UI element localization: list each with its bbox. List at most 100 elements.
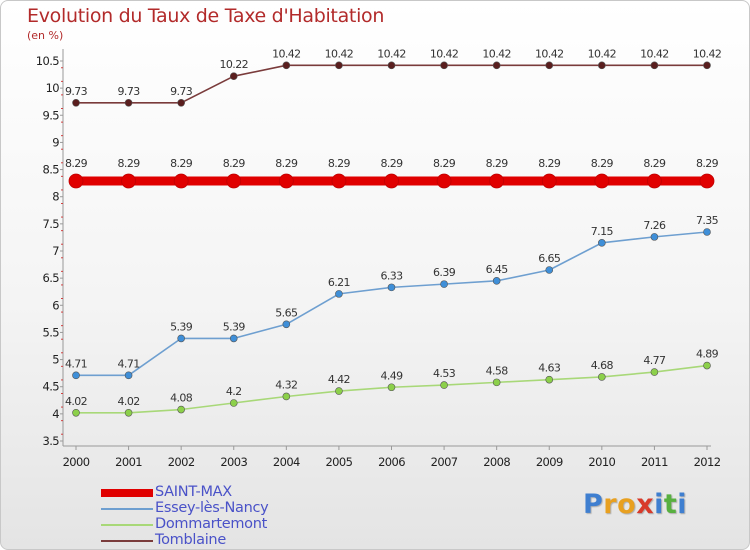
data-point-1 (440, 280, 448, 288)
x-tick-label: 2003 (220, 455, 247, 469)
brand-logo-letter: r (603, 489, 618, 520)
data-point-0 (699, 173, 715, 189)
y-tick-label: 9 (52, 135, 59, 149)
data-label-2: 4.77 (643, 354, 666, 367)
x-tick-label: 2004 (273, 455, 300, 469)
y-tick-label: 4 (52, 407, 59, 421)
data-label-2: 4.49 (380, 369, 403, 382)
brand-logo-letter: t (663, 489, 678, 520)
data-point-1 (387, 283, 396, 292)
data-label-3: 10.42 (693, 47, 722, 60)
data-point-0 (226, 173, 242, 189)
data-point-1 (177, 334, 185, 343)
data-point-2 (335, 387, 343, 395)
data-label-2: 4.08 (170, 392, 193, 405)
data-label-2: 4.32 (275, 378, 297, 391)
data-label-2: 4.68 (591, 359, 614, 372)
data-label-1: 5.39 (170, 320, 193, 333)
y-tick-label: 7 (52, 244, 59, 258)
series-line-1 (75, 231, 708, 377)
data-label-2: 4.02 (118, 395, 140, 408)
data-point-1 (335, 290, 343, 298)
data-point-2 (650, 368, 659, 376)
legend-swatch (101, 489, 153, 497)
data-point-1 (72, 371, 80, 380)
data-point-0 (278, 173, 294, 189)
x-tick-label: 2002 (168, 455, 195, 469)
data-point-0 (436, 173, 452, 189)
legend-label: Dommartemont (155, 516, 268, 532)
data-label-2: 4.53 (433, 367, 456, 380)
data-label-0: 8.29 (538, 157, 561, 170)
data-label-2: 4.89 (696, 348, 719, 361)
legend-swatch (101, 540, 153, 542)
data-point-0 (647, 173, 662, 189)
legend-label: Essey-lès-Nancy (155, 500, 269, 516)
data-label-1: 6.39 (433, 266, 456, 279)
data-point-2 (282, 392, 291, 401)
data-label-2: 4.02 (65, 395, 87, 408)
brand-logo: Proxiti (583, 489, 687, 520)
data-point-2 (440, 381, 448, 389)
data-point-1 (282, 320, 291, 329)
data-point-3 (387, 61, 396, 70)
x-tick-label: 2010 (588, 455, 615, 469)
x-tick-label: 2012 (694, 455, 721, 469)
data-label-0: 8.29 (170, 157, 193, 170)
brand-logo-letter: i (677, 489, 688, 520)
data-label-1: 6.21 (328, 276, 350, 289)
y-tick-label: 10 (46, 81, 60, 95)
data-point-0 (594, 173, 610, 189)
data-label-1: 4.71 (65, 357, 87, 370)
data-point-3 (545, 61, 554, 70)
y-tick-label: 4.5 (43, 380, 60, 394)
data-point-1 (124, 371, 133, 380)
data-label-1: 6.45 (486, 263, 509, 276)
data-label-0: 8.29 (643, 157, 666, 170)
data-point-2 (124, 408, 133, 417)
x-tick-label: 2005 (325, 455, 352, 469)
y-tick-label: 7.5 (43, 217, 60, 231)
legend: SAINT-MAX Essey-lès-Nancy Dommartemont Tomb… (101, 484, 321, 549)
brand-logo-letter: i (654, 489, 664, 520)
data-label-3: 10.42 (535, 47, 564, 60)
brand-logo-letter: o (617, 489, 637, 520)
data-label-3: 9.73 (65, 85, 88, 98)
legend-item: Essey-lès-Nancy (101, 500, 321, 517)
y-tick-label: 5.5 (43, 325, 60, 339)
chart-title: Evolution du Taux de Taxe d'Habitation (27, 5, 385, 27)
legend-label: SAINT-MAX (155, 484, 232, 500)
x-tick-label: 2009 (536, 455, 563, 469)
data-label-3: 10.42 (588, 47, 617, 60)
x-tick-label: 2008 (483, 455, 510, 469)
data-point-1 (703, 228, 711, 236)
x-tick-label: 2001 (115, 455, 142, 469)
data-label-3: 10.42 (430, 47, 459, 60)
data-label-0: 8.29 (65, 157, 88, 170)
data-point-3 (124, 99, 133, 107)
x-tick-label: 2000 (63, 455, 90, 469)
legend-swatch (101, 524, 153, 526)
data-point-2 (229, 399, 238, 407)
brand-logo-letter: P (583, 489, 604, 520)
chart-unit-label: (en %) (27, 29, 64, 42)
data-point-1 (229, 334, 238, 343)
data-label-3: 10.42 (640, 47, 669, 60)
data-point-2 (492, 378, 501, 387)
data-point-0 (68, 173, 84, 189)
data-point-2 (387, 383, 396, 392)
data-point-0 (121, 173, 136, 189)
y-tick-label: 5 (52, 353, 59, 367)
data-label-3: 10.42 (272, 47, 301, 60)
data-label-1: 6.33 (380, 269, 403, 282)
y-tick-label: 10.5 (36, 54, 59, 68)
data-point-3 (650, 61, 659, 70)
data-label-0: 8.29 (118, 157, 141, 170)
data-label-0: 8.29 (696, 157, 719, 170)
data-label-3: 9.73 (118, 85, 141, 98)
data-point-2 (72, 408, 80, 417)
data-point-1 (492, 277, 501, 285)
legend-item: SAINT-MAX (101, 484, 321, 501)
data-label-1: 4.71 (118, 357, 140, 370)
